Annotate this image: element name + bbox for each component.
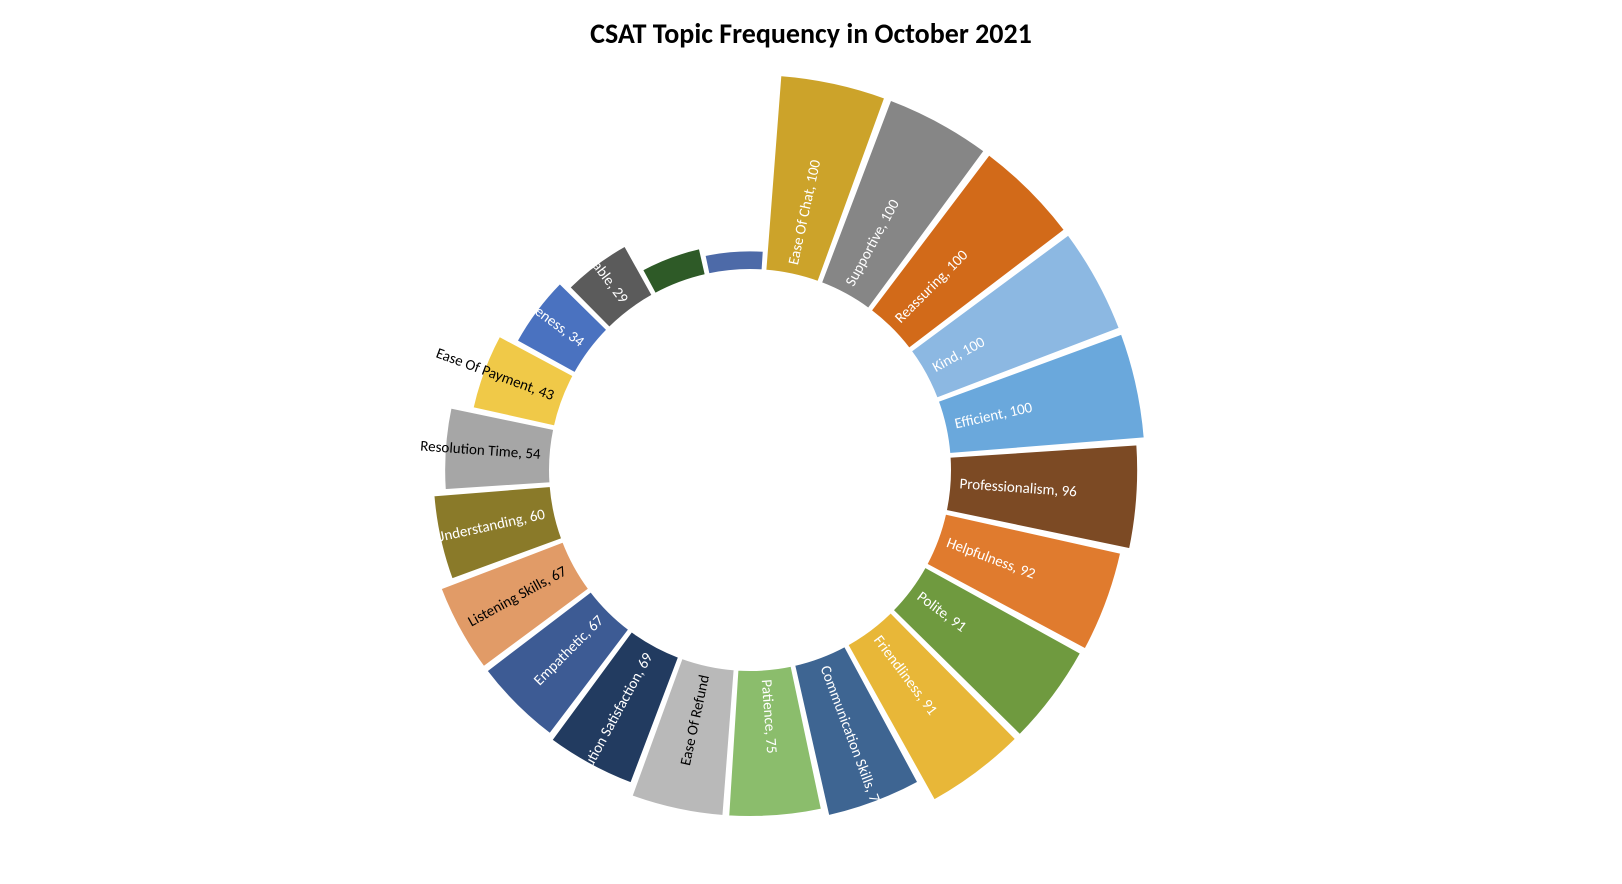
- donut-chart: Ease Of Chat, 100Supportive, 100Reassuri…: [0, 0, 1622, 884]
- donut-slice: [704, 250, 763, 274]
- chart-container: CSAT Topic Frequency in October 2021 Eas…: [0, 0, 1622, 884]
- donut-slice: [642, 248, 706, 294]
